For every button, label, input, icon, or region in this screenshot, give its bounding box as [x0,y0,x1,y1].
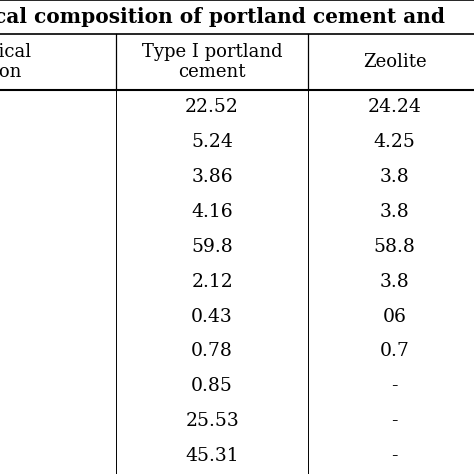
Text: 3.8: 3.8 [380,168,410,186]
Text: 59.8: 59.8 [191,238,233,256]
Text: 4.16: 4.16 [191,203,233,221]
Text: Zeolite: Zeolite [363,53,427,71]
Text: 0.85: 0.85 [191,377,233,395]
Text: 3.86: 3.86 [191,168,233,186]
Text: cal composition of portland cement and: cal composition of portland cement and [0,7,445,27]
Text: hemical
osition: hemical osition [0,43,32,82]
Text: 3.8: 3.8 [380,273,410,291]
Text: -: - [392,412,398,430]
Text: 0.7: 0.7 [380,342,410,360]
Text: 24.24: 24.24 [368,99,421,117]
Text: 45.31: 45.31 [185,447,239,465]
Text: 4.25: 4.25 [374,133,416,151]
Text: Type I portland
cement: Type I portland cement [142,43,283,82]
Text: 5.24: 5.24 [191,133,233,151]
Text: -: - [392,377,398,395]
Text: 22.52: 22.52 [185,99,239,117]
Text: 0.78: 0.78 [191,342,233,360]
Text: -: - [392,447,398,465]
Text: 3.8: 3.8 [380,203,410,221]
Text: 2.12: 2.12 [191,273,233,291]
Text: 0.43: 0.43 [191,308,233,326]
Text: 58.8: 58.8 [374,238,416,256]
Text: 06: 06 [383,308,407,326]
Text: 25.53: 25.53 [185,412,239,430]
